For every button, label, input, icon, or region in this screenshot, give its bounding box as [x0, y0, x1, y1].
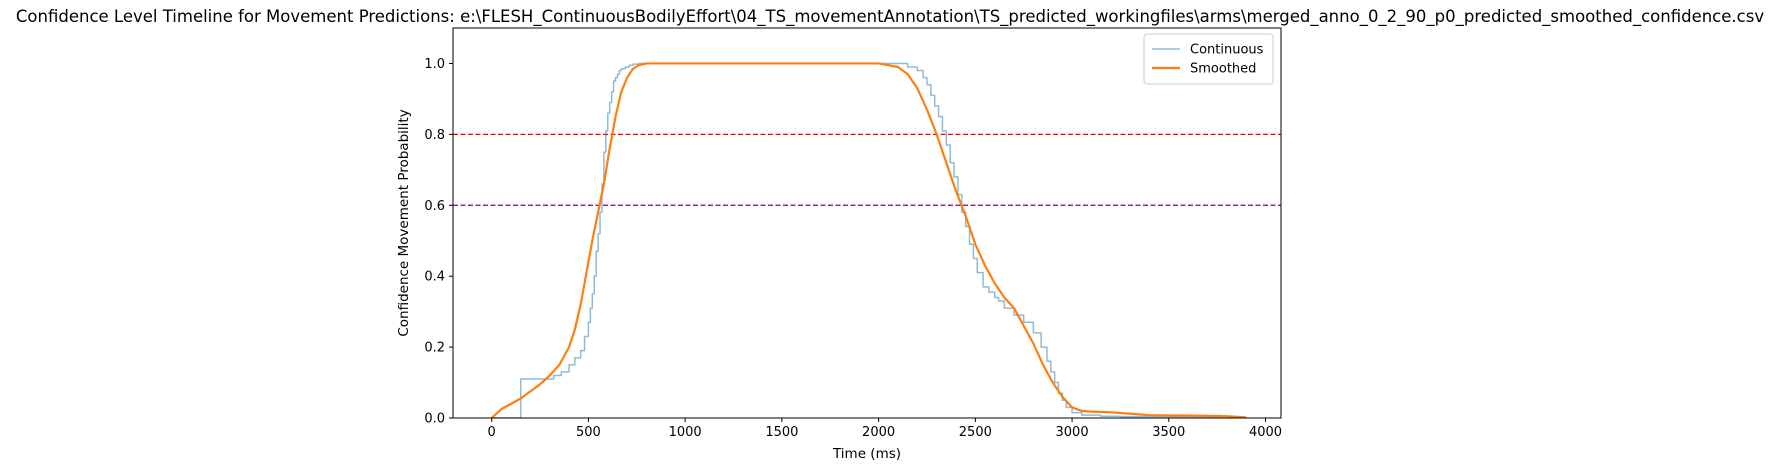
- x-tick-label: 3000: [1056, 425, 1089, 440]
- plot-area: 0 500 1000 1500 2000 2500 3000 3500 4000 0.0 0.2 0.…: [424, 27, 1282, 440]
- y-axis-label: Confidence Movement Probability: [396, 109, 412, 336]
- legend: Continuous Smoothed: [1143, 33, 1274, 85]
- y-tick-label: 0.0: [424, 412, 445, 427]
- y-tick-label: 0.8: [424, 128, 445, 143]
- y-tick-label: 0.2: [424, 341, 445, 356]
- y-tick-label: 0.6: [424, 199, 445, 214]
- legend-label-continuous: Continuous: [1190, 43, 1264, 58]
- x-tick-label: 0: [488, 425, 496, 440]
- plot-clip-group: [453, 62, 1281, 418]
- y-tick-label: 0.4: [424, 270, 445, 285]
- x-tick-label: 1000: [669, 425, 702, 440]
- chart-title: Confidence Level Timeline for Movement P…: [16, 7, 1764, 27]
- x-tick-label: 2500: [959, 425, 992, 440]
- axes-frame: [452, 27, 1282, 419]
- y-tick-label: 1.0: [424, 57, 445, 72]
- x-tick-label: 1500: [765, 425, 798, 440]
- legend-label-smoothed: Smoothed: [1190, 62, 1256, 77]
- x-axis-label: Time (ms): [832, 446, 901, 462]
- series-line-continuous: [491, 62, 1220, 418]
- series-line-smoothed: [490, 62, 1247, 418]
- x-tick-label: 4000: [1249, 425, 1282, 440]
- x-tick-label: 500: [576, 425, 601, 440]
- x-tick-label: 3500: [1152, 425, 1185, 440]
- x-tick-label: 2000: [862, 425, 895, 440]
- legend-box: [1143, 33, 1274, 85]
